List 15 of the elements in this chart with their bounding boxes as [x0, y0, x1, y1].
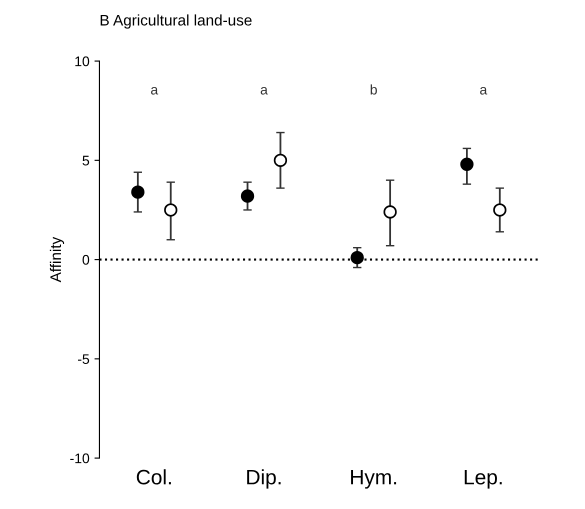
y-tick-label: -5 [78, 354, 90, 364]
annotation: a [260, 86, 268, 95]
annotation: a [151, 86, 158, 95]
x-tick-label: Hym. [351, 470, 396, 489]
chart-title: B Agricultural land-use [100, 14, 252, 29]
x-tick-label: Dip. [247, 469, 281, 489]
x-tick-label: Col. [136, 469, 171, 485]
y-axis-title: Affinity [50, 236, 64, 282]
annotation: b [370, 84, 377, 95]
x-tick-label: Lep. [464, 470, 502, 489]
y-tick-label: 5 [82, 156, 90, 166]
y-tick-label: 10 [75, 56, 90, 66]
y-tick-label: 0 [82, 254, 90, 265]
y-tick-label: -10 [70, 453, 90, 464]
annotation: a [480, 86, 488, 95]
